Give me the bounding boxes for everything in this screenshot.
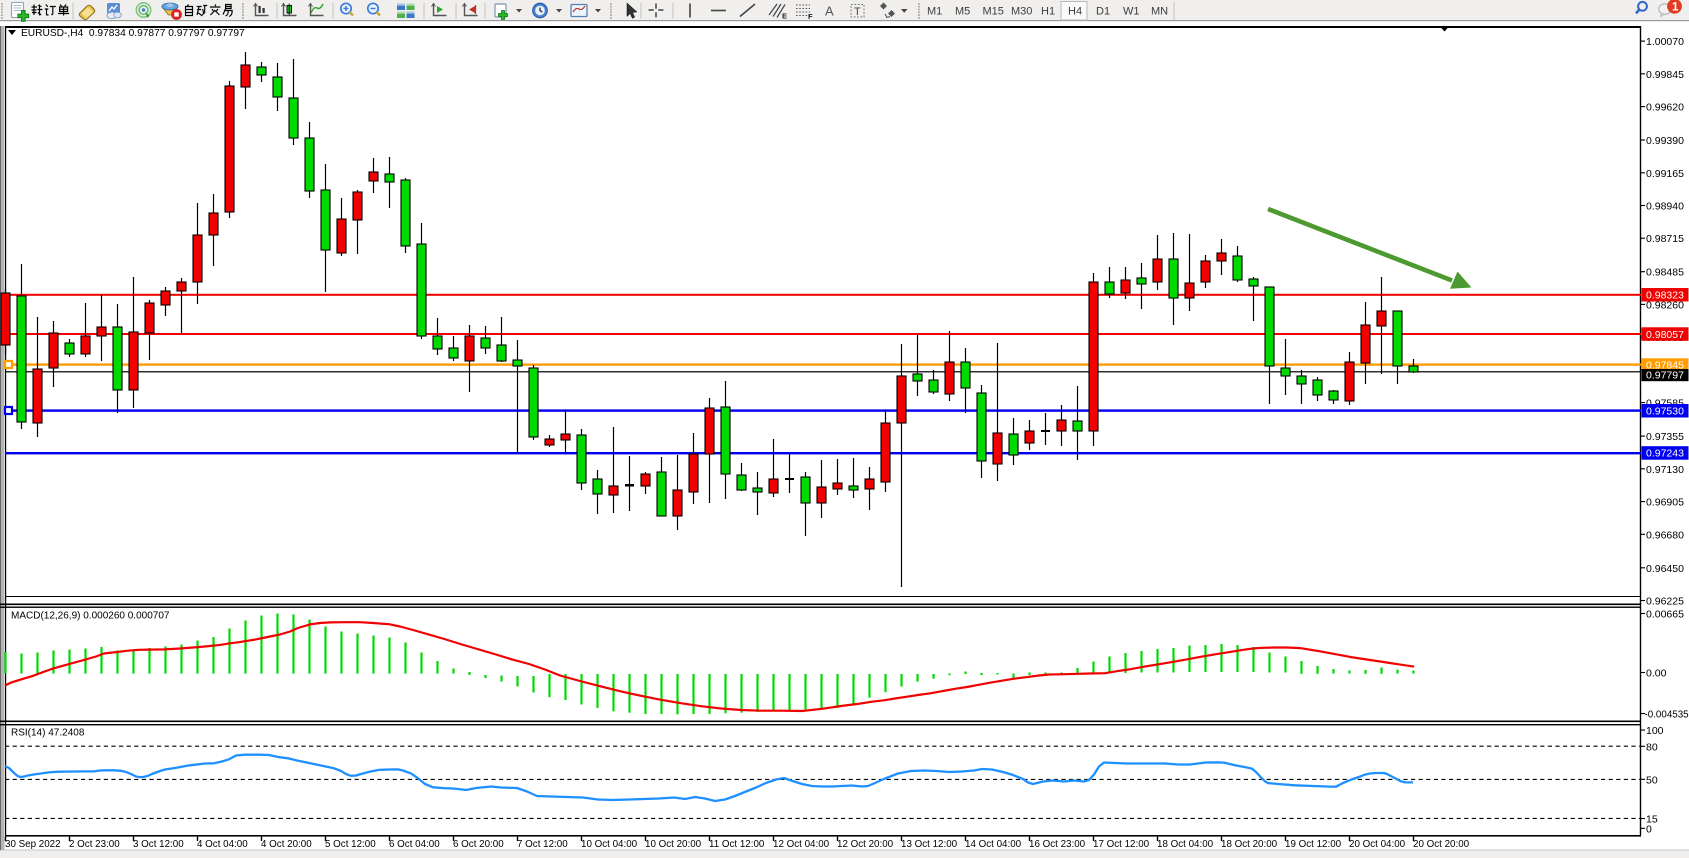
svg-text:20 Oct 04:00: 20 Oct 04:00 xyxy=(1349,839,1406,850)
svg-text:0.97243: 0.97243 xyxy=(1646,448,1684,460)
svg-text:18 Oct 04:00: 18 Oct 04:00 xyxy=(1157,839,1214,850)
svg-text:17 Oct 12:00: 17 Oct 12:00 xyxy=(1093,839,1150,850)
svg-text:1.00070: 1.00070 xyxy=(1646,36,1684,48)
svg-text:0.96680: 0.96680 xyxy=(1646,529,1684,541)
svg-text:H1: H1 xyxy=(1041,6,1055,18)
svg-text:M15: M15 xyxy=(983,6,1004,18)
svg-text:-0.004535: -0.004535 xyxy=(1645,709,1689,720)
svg-text:MN: MN xyxy=(1151,6,1168,18)
svg-text:M30: M30 xyxy=(1011,6,1032,18)
svg-text:30 Sep 2022: 30 Sep 2022 xyxy=(5,839,61,850)
svg-text:13 Oct 12:00: 13 Oct 12:00 xyxy=(901,839,958,850)
svg-text:0.00665: 0.00665 xyxy=(1646,609,1684,621)
svg-text:10 Oct 04:00: 10 Oct 04:00 xyxy=(581,839,638,850)
svg-text:0.96905: 0.96905 xyxy=(1646,497,1684,509)
svg-text:11 Oct 12:00: 11 Oct 12:00 xyxy=(709,839,765,850)
svg-text:12 Oct 04:00: 12 Oct 04:00 xyxy=(773,839,830,850)
svg-text:F: F xyxy=(808,12,813,21)
svg-text:18 Oct 20:00: 18 Oct 20:00 xyxy=(1221,839,1278,850)
svg-text:5 Oct 12:00: 5 Oct 12:00 xyxy=(325,839,376,850)
svg-text:T: T xyxy=(854,6,861,18)
svg-text:0.99390: 0.99390 xyxy=(1646,135,1684,147)
svg-text:0: 0 xyxy=(1646,823,1652,835)
svg-text:0.99620: 0.99620 xyxy=(1646,102,1684,114)
svg-text:0.98323: 0.98323 xyxy=(1646,290,1684,302)
svg-text:M5: M5 xyxy=(955,6,970,18)
svg-text:20 Oct 20:00: 20 Oct 20:00 xyxy=(1413,839,1470,850)
svg-text:14 Oct 04:00: 14 Oct 04:00 xyxy=(965,839,1022,850)
svg-text:E: E xyxy=(782,12,787,21)
svg-text:7 Oct 12:00: 7 Oct 12:00 xyxy=(517,839,568,850)
svg-text:0.98485: 0.98485 xyxy=(1646,267,1684,279)
svg-text:0.98940: 0.98940 xyxy=(1646,201,1684,213)
svg-text:15: 15 xyxy=(1646,814,1658,826)
svg-text:0.99845: 0.99845 xyxy=(1646,69,1684,81)
svg-text:1: 1 xyxy=(1672,2,1679,14)
svg-text:0.98715: 0.98715 xyxy=(1646,233,1684,245)
svg-text:0.96450: 0.96450 xyxy=(1646,563,1684,575)
svg-text:MACD(12,26,9) 0.000260 0.00070: MACD(12,26,9) 0.000260 0.000707 xyxy=(11,611,170,622)
svg-text:0.98057: 0.98057 xyxy=(1646,329,1684,341)
svg-text:0.00: 0.00 xyxy=(1646,668,1667,680)
svg-text:0.97530: 0.97530 xyxy=(1646,405,1684,417)
svg-text:4 Oct 04:00: 4 Oct 04:00 xyxy=(197,839,248,850)
svg-text:A: A xyxy=(825,4,834,19)
svg-text:M1: M1 xyxy=(927,6,942,18)
svg-text:12 Oct 20:00: 12 Oct 20:00 xyxy=(837,839,894,850)
svg-text:0.97845: 0.97845 xyxy=(1646,359,1684,371)
svg-text:D1: D1 xyxy=(1096,6,1110,18)
svg-text:0.98260: 0.98260 xyxy=(1646,299,1684,311)
svg-text:W1: W1 xyxy=(1123,6,1140,18)
svg-text:100: 100 xyxy=(1646,725,1664,737)
svg-text:0.96225: 0.96225 xyxy=(1646,596,1684,608)
svg-text:10 Oct 20:00: 10 Oct 20:00 xyxy=(645,839,702,850)
svg-text:3 Oct 12:00: 3 Oct 12:00 xyxy=(133,839,184,850)
svg-text:50: 50 xyxy=(1646,774,1658,786)
svg-text:80: 80 xyxy=(1646,741,1658,753)
svg-text:6 Oct 04:00: 6 Oct 04:00 xyxy=(389,839,440,850)
svg-text:EURUSD-,H4 0.97834 0.97877 0.: EURUSD-,H4 0.97834 0.97877 0.97797 0.977… xyxy=(21,28,245,39)
svg-text:2 Oct 23:00: 2 Oct 23:00 xyxy=(69,839,120,850)
svg-text:0.97130: 0.97130 xyxy=(1646,464,1684,476)
svg-text:19 Oct 12:00: 19 Oct 12:00 xyxy=(1285,839,1342,850)
svg-text:0.99165: 0.99165 xyxy=(1646,168,1684,180)
svg-text:RSI(14) 47.2408: RSI(14) 47.2408 xyxy=(11,728,85,739)
svg-text:6 Oct 20:00: 6 Oct 20:00 xyxy=(453,839,504,850)
svg-text:0.97355: 0.97355 xyxy=(1646,431,1684,443)
svg-text:0.97797: 0.97797 xyxy=(1646,370,1684,382)
svg-text:4 Oct 20:00: 4 Oct 20:00 xyxy=(261,839,312,850)
svg-text:16 Oct 23:00: 16 Oct 23:00 xyxy=(1029,839,1086,850)
svg-text:H4: H4 xyxy=(1068,6,1082,18)
